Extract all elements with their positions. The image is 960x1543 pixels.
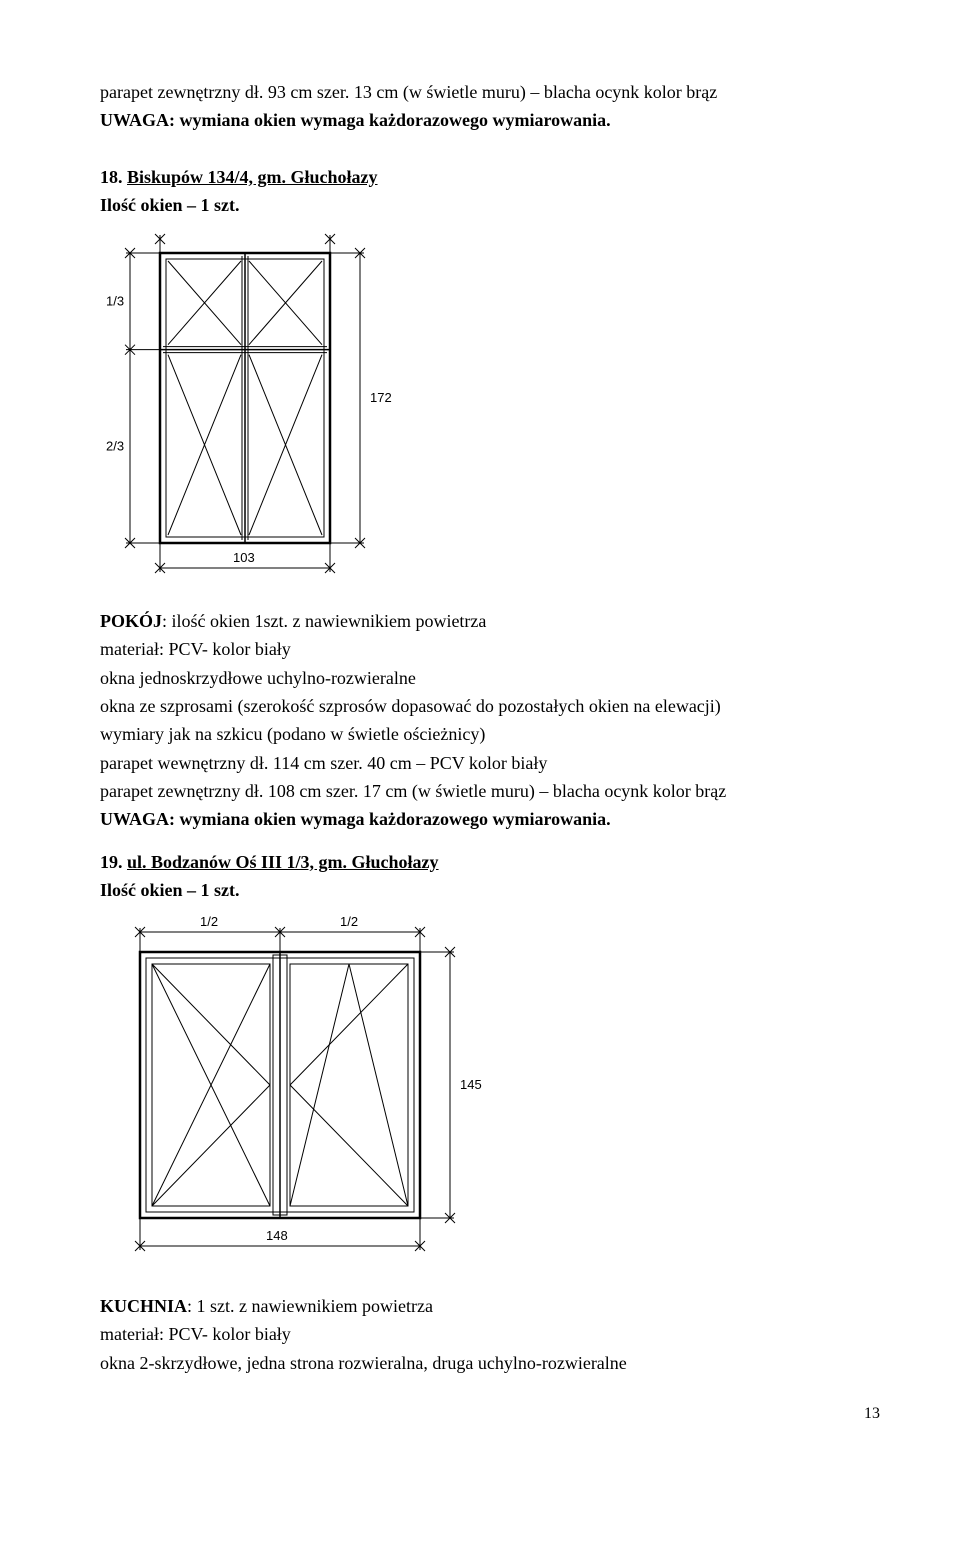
svg-text:1/2: 1/2	[340, 914, 358, 929]
heading-link: ul. Bodzanów Oś III 1/3, gm. Głuchołazy	[127, 852, 439, 872]
s18-line-8: UWAGA: wymiana okien wymaga każdorazoweg…	[100, 807, 880, 831]
s19-line-1: KUCHNIA: 1 szt. z nawiewnikiem powietrza	[100, 1294, 880, 1318]
s18-line-6: parapet wewnętrzny dł. 114 cm szer. 40 c…	[100, 751, 880, 775]
section-19-heading: 19. ul. Bodzanów Oś III 1/3, gm. Głuchoł…	[100, 850, 880, 874]
s18-line-3: okna jednoskrzydłowe uchylno-rozwieralne	[100, 666, 880, 690]
svg-text:148: 148	[266, 1228, 288, 1243]
svg-text:103: 103	[233, 550, 255, 565]
svg-text:1/3: 1/3	[106, 294, 124, 309]
s19-line-2: materiał: PCV- kolor biały	[100, 1322, 880, 1346]
intro-line-1: parapet zewnętrzny dł. 93 cm szer. 13 cm…	[100, 80, 880, 104]
s18-line-4: okna ze szprosami (szerokość szprosów do…	[100, 694, 880, 718]
s18-line-1: POKÓJ: ilość okien 1szt. z nawiewnikiem …	[100, 609, 880, 633]
s18-line-2: materiał: PCV- kolor biały	[100, 637, 880, 661]
section-18-qty: Ilość okien – 1 szt.	[100, 193, 880, 217]
svg-text:172: 172	[370, 390, 392, 405]
intro-line-2: UWAGA: wymiana okien wymaga każdorazoweg…	[100, 108, 880, 132]
section-18-heading: 18. Biskupów 134/4, gm. Głuchołazy	[100, 165, 880, 189]
page-number: 13	[100, 1405, 880, 1423]
heading-prefix: 19.	[100, 852, 123, 872]
window-diagram-1: 1/3 2/3 172 103	[100, 225, 880, 595]
heading-prefix: 18.	[100, 167, 123, 187]
svg-text:145: 145	[460, 1077, 482, 1092]
s19-line-3: okna 2-skrzydłowe, jedna strona rozwiera…	[100, 1351, 880, 1375]
heading-link: Biskupów 134/4, gm. Głuchołazy	[127, 167, 378, 187]
svg-text:2/3: 2/3	[106, 439, 124, 454]
s18-line-5: wymiary jak na szkicu (podano w świetle …	[100, 722, 880, 746]
section-19-qty: Ilość okien – 1 szt.	[100, 878, 880, 902]
s18-line-7: parapet zewnętrzny dł. 108 cm szer. 17 c…	[100, 779, 880, 803]
svg-text:1/2: 1/2	[200, 914, 218, 929]
window-diagram-2: 1/2 1/2 145 148	[100, 910, 880, 1280]
